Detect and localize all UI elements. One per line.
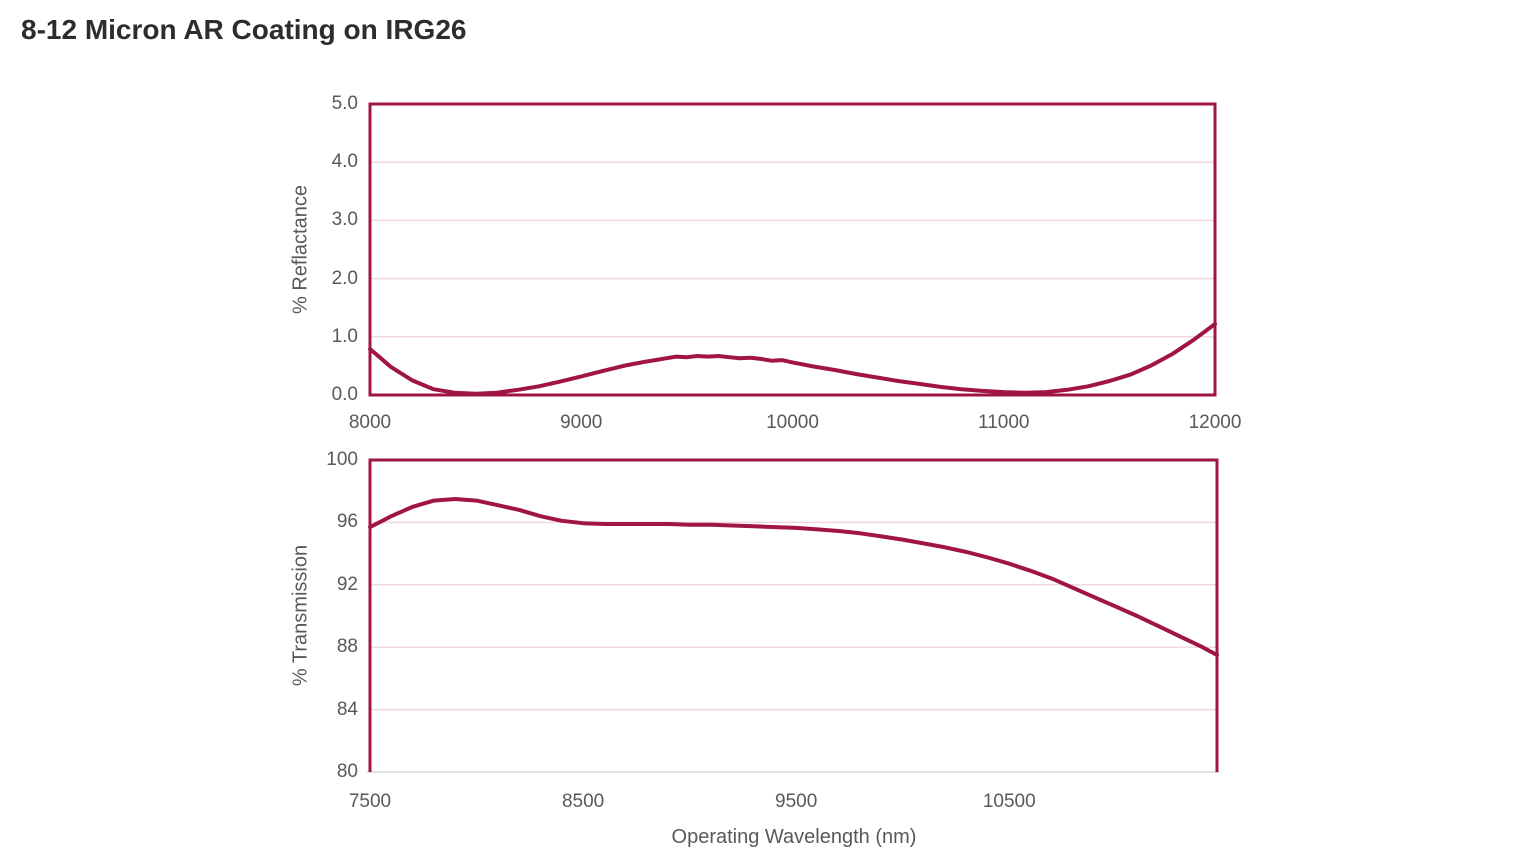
page-title: 8-12 Micron AR Coating on IRG26 <box>21 14 467 45</box>
x-tick-label: 9500 <box>775 791 818 812</box>
y-tick-label: 3.0 <box>331 209 358 231</box>
reflectance-y-axis-title: % Reflactance <box>289 185 312 314</box>
y-tick-label: 92 <box>336 573 358 595</box>
x-tick-label: 12000 <box>1188 412 1242 433</box>
x-axis-title: Operating Wavelength (nm) <box>671 826 917 848</box>
y-tick-label: 0.0 <box>331 384 358 405</box>
x-tick-label: 8500 <box>561 791 605 812</box>
x-tick-label: 10500 <box>982 791 1036 812</box>
y-tick-label: 4.0 <box>331 151 358 173</box>
y-tick-label: 5.0 <box>331 93 358 114</box>
reflectance-chart <box>368 102 1217 397</box>
reflectance-curve <box>368 322 1217 396</box>
y-tick-label: 100 <box>326 449 358 470</box>
y-tick-label: 84 <box>336 698 358 720</box>
transmission-chart <box>367 458 1220 773</box>
y-tick-label: 80 <box>336 761 358 782</box>
x-tick-label: 10000 <box>766 412 819 433</box>
y-tick-label: 96 <box>336 511 358 533</box>
x-tick-label: 7500 <box>348 791 392 812</box>
transmission-y-axis-title: % Transmission <box>289 544 312 687</box>
y-tick-label: 88 <box>336 636 358 658</box>
x-tick-label: 11000 <box>978 412 1030 433</box>
y-tick-label: 2.0 <box>331 267 358 289</box>
x-tick-label: 9000 <box>560 412 603 433</box>
x-tick-label: 8000 <box>348 412 392 433</box>
y-tick-label: 1.0 <box>331 325 358 347</box>
transmission-curve <box>368 497 1219 657</box>
